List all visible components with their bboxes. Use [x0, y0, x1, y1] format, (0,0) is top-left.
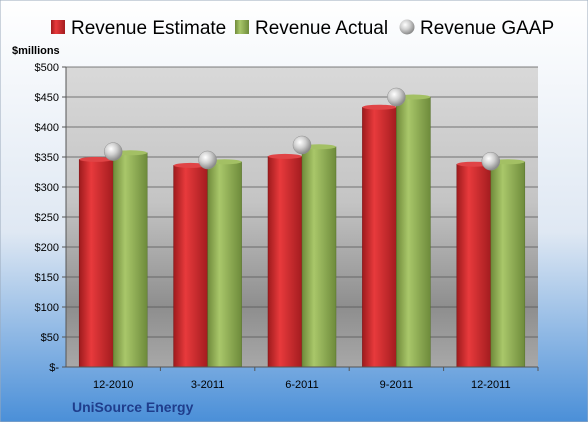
x-axis-ticks: 12-2010 3-2011 6-2011 9-2011 12-2011: [93, 367, 539, 391]
legend-swatch-estimate: [51, 20, 65, 34]
x-tick-label: 12-2010: [93, 379, 133, 391]
company-name: UniSource Energy: [72, 399, 194, 415]
x-tick-label: 6-2011: [285, 379, 318, 391]
bar-revenue-actual: [112, 152, 148, 368]
y-tick-label: $100: [35, 302, 59, 314]
y-tick-label: $-: [49, 362, 59, 374]
x-tick-label: 3-2011: [191, 379, 224, 391]
bar-revenue-actual: [301, 146, 337, 368]
bar-revenue-estimate: [456, 163, 492, 368]
bar-revenue-estimate: [267, 156, 303, 368]
y-tick-label: $50: [41, 332, 59, 344]
bar-revenue-estimate: [78, 159, 114, 368]
y-tick-label: $300: [35, 182, 59, 194]
x-tick-label: 12-2011: [471, 379, 511, 391]
y-tick-label: $500: [35, 62, 59, 74]
y-tick-label: $400: [35, 122, 59, 134]
legend: Revenue Estimate Revenue Actual Revenue …: [51, 18, 554, 39]
marker-revenue-gaap: [198, 150, 217, 170]
bar-cap-estimate: [173, 162, 208, 168]
y-axis-ticks: $- $50 $100 $150 $200 $250 $300 $350 $400 $450 $50…: [35, 62, 66, 374]
bar-cap-estimate: [268, 153, 302, 159]
bars: [78, 94, 526, 368]
bar-revenue-estimate: [173, 165, 208, 368]
bar-revenue-actual: [207, 161, 242, 368]
y-tick-label: $200: [35, 242, 59, 254]
y-tick-label: $350: [35, 152, 59, 164]
marker-revenue-gaap: [103, 142, 123, 161]
legend-label-actual: Revenue Actual: [255, 18, 388, 39]
x-tick-label: 9-2011: [380, 379, 413, 391]
gaap-markers: [103, 87, 501, 171]
marker-revenue-gaap: [292, 135, 312, 155]
bar-revenue-estimate: [362, 106, 397, 368]
bar-revenue-actual: [490, 161, 526, 368]
bar-cap-estimate: [79, 156, 114, 162]
legend-label-gaap: Revenue GAAP: [420, 18, 554, 39]
y-tick-label: $450: [35, 92, 59, 104]
legend-label-estimate: Revenue Estimate: [71, 18, 226, 39]
y-tick-label: $250: [35, 212, 59, 224]
y-axis-label: $millions: [12, 45, 60, 57]
y-tick-label: $150: [35, 272, 59, 284]
bar-revenue-actual: [396, 96, 431, 368]
legend-marker-gaap: [399, 19, 415, 35]
bar-cap-estimate: [362, 104, 397, 110]
legend-swatch-actual: [235, 20, 249, 34]
marker-revenue-gaap: [481, 151, 501, 171]
marker-revenue-gaap: [387, 87, 406, 107]
